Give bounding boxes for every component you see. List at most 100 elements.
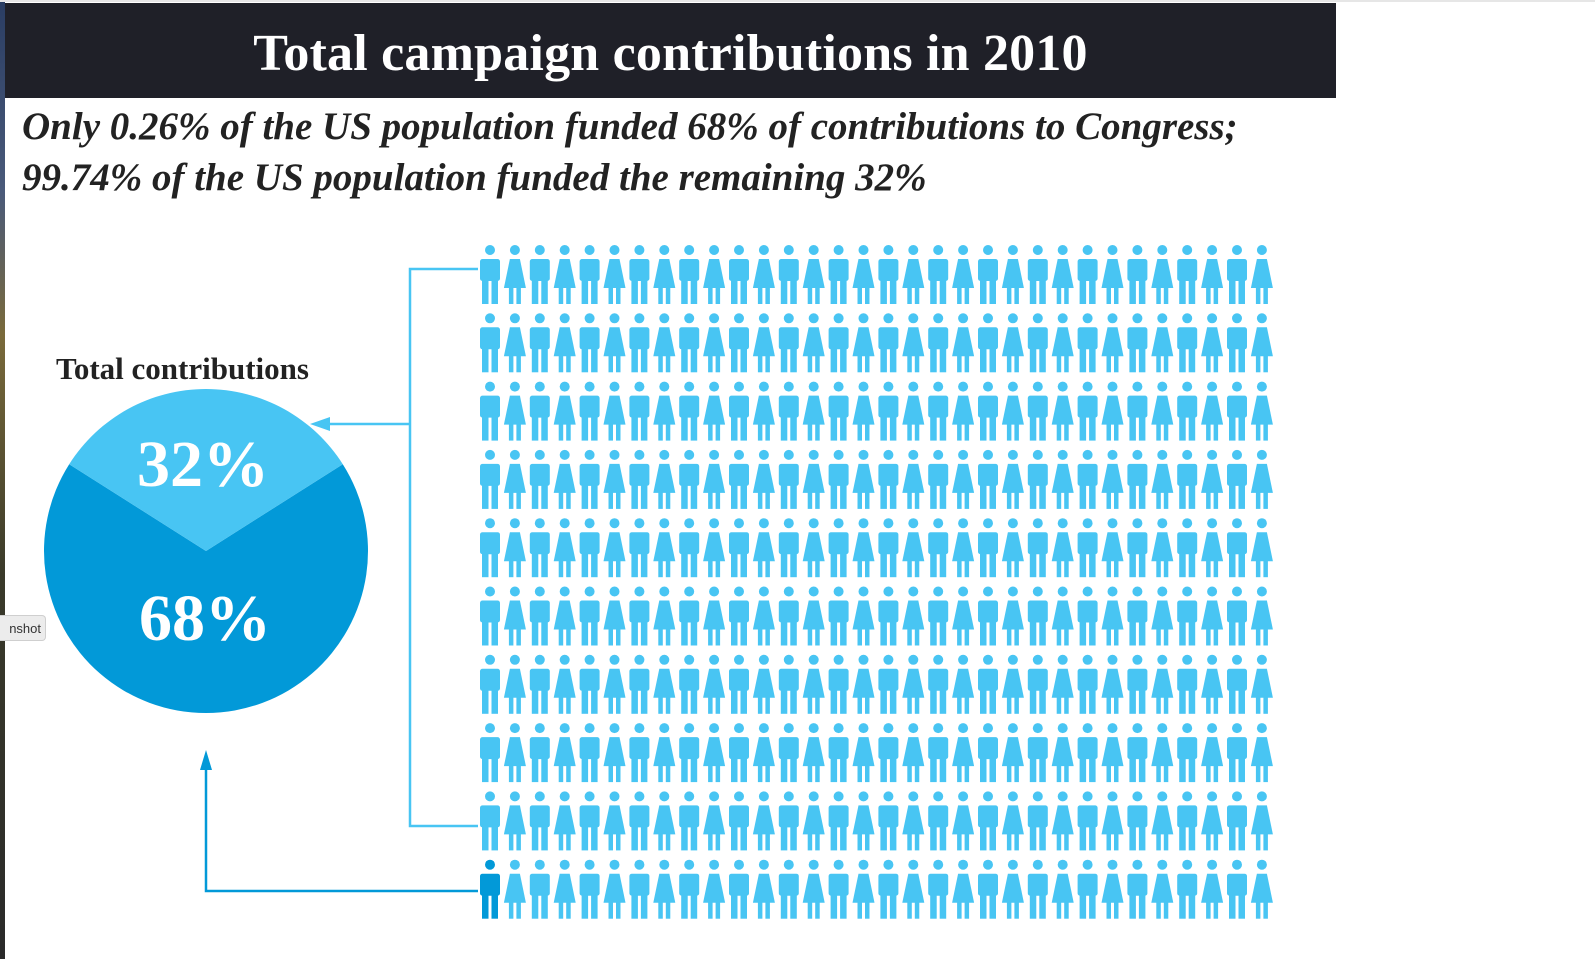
person-icon [653, 245, 676, 304]
person-icon [928, 791, 949, 851]
person-icon [752, 723, 775, 783]
person-icon [1101, 654, 1124, 714]
person-icon [802, 586, 825, 646]
person-icon [852, 449, 875, 509]
person-icon [629, 518, 650, 578]
person-icon [752, 586, 775, 646]
screenshot-tooltip[interactable]: nshot [0, 615, 46, 641]
person-icon [802, 654, 825, 714]
person-icon [603, 859, 626, 919]
person-icon [1027, 654, 1048, 714]
person-icon [503, 381, 526, 441]
title-banner: Total campaign contributions in 2010 [5, 3, 1336, 98]
person-icon [902, 654, 925, 714]
person-icon [1101, 791, 1124, 851]
person-icon [553, 586, 576, 646]
chart-title: Total campaign contributions in 2010 [253, 25, 1088, 82]
person-icon [529, 381, 550, 441]
person-icon [902, 791, 925, 851]
person-icon [1177, 381, 1198, 441]
person-icon [679, 654, 700, 714]
person-icon [852, 791, 875, 851]
person-icon [703, 723, 726, 783]
person-icon [529, 859, 550, 919]
person-icon [1151, 381, 1174, 441]
person-icon [902, 381, 925, 441]
group-bracket-line [408, 267, 478, 828]
person-icon [852, 313, 875, 373]
person-icon [1250, 313, 1273, 373]
person-icon [752, 449, 775, 509]
person-icon [802, 449, 825, 509]
person-icon [1077, 791, 1098, 851]
person-icon [878, 586, 899, 646]
person-icon [703, 245, 726, 304]
person-icon [579, 313, 600, 373]
person-icon [1001, 381, 1024, 441]
person-icon [529, 245, 550, 304]
person-icon [1250, 654, 1273, 714]
person-icon [1027, 313, 1048, 373]
person-icon [1077, 654, 1098, 714]
person-icon [928, 313, 949, 373]
person-icon [978, 791, 998, 851]
person-icon [603, 245, 626, 304]
person-icon [852, 723, 875, 783]
person-icon [902, 313, 925, 373]
person-icon [1201, 381, 1224, 441]
person-icon [778, 586, 799, 646]
person-icon [1227, 245, 1247, 304]
person-icon [629, 859, 650, 919]
person-icon [729, 791, 749, 851]
person-icon [978, 586, 998, 646]
person-icon [828, 313, 849, 373]
person-icon [503, 449, 526, 509]
person-icon [978, 381, 998, 441]
person-icon [579, 449, 600, 509]
person-icon [902, 449, 925, 509]
person-icon [802, 859, 825, 919]
person-icon [503, 518, 526, 578]
person-icon [553, 518, 576, 578]
person-icon [1127, 859, 1148, 919]
person-icon [1151, 586, 1174, 646]
person-icon [752, 313, 775, 373]
person-icon [629, 313, 650, 373]
person-icon [1227, 586, 1247, 646]
person-icon [703, 518, 726, 578]
person-icon [902, 518, 925, 578]
pie-slice-32 [69, 388, 343, 551]
person-icon [729, 449, 749, 509]
person-icon [1177, 449, 1198, 509]
person-icon [902, 245, 925, 304]
person-icon [679, 449, 700, 509]
person-icon [1001, 518, 1024, 578]
person-icon [1127, 245, 1148, 304]
person-icon [1077, 586, 1098, 646]
person-icon [553, 791, 576, 851]
person-icon [480, 313, 500, 373]
person-icon [553, 859, 576, 919]
person-icon [1101, 449, 1124, 509]
person-icon [480, 381, 500, 441]
person-icon [1201, 859, 1224, 919]
person-icon [1151, 791, 1174, 851]
person-icon [1077, 245, 1098, 304]
person-icon [978, 449, 998, 509]
person-icon [1250, 723, 1273, 783]
person-icon [1027, 586, 1048, 646]
person-icon [878, 654, 899, 714]
desktop-background-strip [0, 0, 5, 959]
person-icon [878, 245, 899, 304]
person-icon [952, 723, 975, 783]
person-icon [1177, 723, 1198, 783]
person-icon [1227, 518, 1247, 578]
person-icon [480, 791, 500, 851]
person-icon [1127, 381, 1148, 441]
person-icon [1027, 381, 1048, 441]
person-icon [1151, 859, 1174, 919]
person-icon [1051, 859, 1074, 919]
person-icon [1227, 723, 1247, 783]
person-icon [1250, 518, 1273, 578]
